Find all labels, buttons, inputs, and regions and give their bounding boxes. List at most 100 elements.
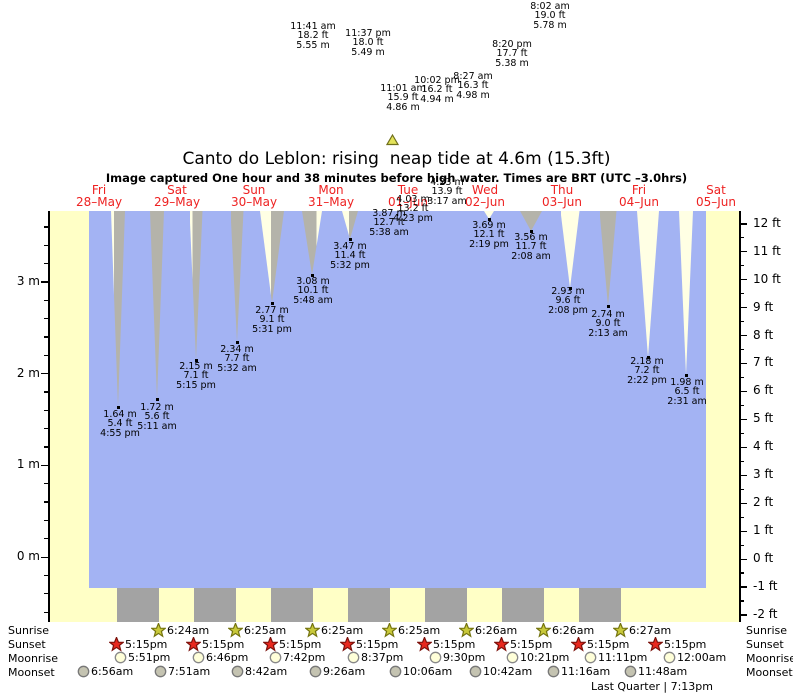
low-tide-annotation: 2.93 m 9.6 ft 2:08 pm (548, 286, 588, 316)
right-axis-label: 6 ft (753, 383, 774, 398)
moonrise-circle-icon (347, 651, 360, 664)
low-tide-annotation: 2.34 m 7.7 ft 5:32 am (217, 344, 257, 374)
moonset-circle-icon (469, 665, 482, 678)
left-axis-tick (44, 354, 48, 356)
moonset-circle-icon (309, 665, 322, 678)
moonrise-time: 10:21pm (520, 651, 570, 664)
left-axis-tick (44, 428, 48, 430)
sunset-star-icon (648, 637, 663, 652)
moonrise-circle-icon (269, 651, 282, 664)
sunset-entry: 5:15pm (263, 637, 321, 652)
left-axis-tick (44, 519, 48, 521)
left-axis-tick (44, 538, 48, 540)
moonrise-circle-icon (114, 651, 127, 664)
moonrise-time: 12:00am (677, 651, 727, 664)
low-tide-annotation: 3.08 m 10.1 ft 5:48 am (293, 276, 333, 306)
low-tide-annotation: 2.74 m 9.0 ft 2:13 am (588, 309, 628, 339)
moonset-time: 11:48am (638, 665, 688, 678)
low-tide-annotation: 4.23 m 13.9 ft 3:17 am (427, 177, 467, 207)
sunrise-entry: 6:25am (305, 623, 363, 638)
sunset-entry: 5:15pm (417, 637, 475, 652)
night-bar (117, 588, 159, 622)
moonset-circle-icon (624, 665, 637, 678)
sunrise-time: 6:26am (552, 624, 595, 637)
sunrise-time: 6:25am (398, 624, 441, 637)
low-tide-annotation: 3.56 m 11.7 ft 2:08 am (511, 232, 551, 262)
right-axis-label: 8 ft (753, 327, 774, 342)
night-bar (348, 588, 390, 622)
moonset-entry: 11:16am (547, 665, 610, 678)
right-axis-label: 2 ft (753, 495, 774, 510)
sunrise-entry: 6:26am (459, 623, 517, 638)
sunrise-star-icon (459, 623, 474, 638)
sunrise-time: 6:26am (475, 624, 518, 637)
low-tide-annotation: 1.64 m 5.4 ft 4:55 pm (100, 409, 140, 439)
high-tide-annotation: 8:20 pm 17.7 ft 5.38 m (492, 39, 532, 69)
moonset-circle-icon (231, 665, 244, 678)
sunrise-time: 6:24am (167, 624, 210, 637)
day-label: Fri 28–May (75, 183, 123, 209)
astro-row-label-left: Moonset (8, 666, 55, 679)
high-tide-annotation: 8:02 am 19.0 ft 5.78 m (530, 1, 570, 31)
moonrise-circle-icon (192, 651, 205, 664)
right-axis-tick (740, 223, 747, 225)
sunrise-entry: 6:25am (228, 623, 286, 638)
left-axis-tick (44, 299, 48, 301)
right-axis-tick (740, 460, 744, 462)
tide-point-marker (529, 229, 533, 233)
right-axis-label: 5 ft (753, 411, 774, 426)
moonset-entry: 6:56am (77, 665, 133, 678)
right-axis-tick (740, 279, 747, 281)
sunrise-time: 6:27am (629, 624, 672, 637)
sunrise-entry: 6:25am (382, 623, 440, 638)
right-axis-line (739, 211, 741, 622)
moonset-time: 7:51am (168, 665, 211, 678)
left-axis-tick (41, 373, 48, 375)
left-axis-tick (41, 464, 48, 466)
moonset-time: 6:56am (91, 665, 134, 678)
sunrise-star-icon (305, 623, 320, 638)
low-tide-annotation: 2.77 m 9.1 ft 5:31 pm (252, 305, 292, 335)
right-axis-tick (740, 349, 744, 351)
low-tide-wedge (484, 211, 494, 219)
right-axis-tick (740, 335, 747, 337)
day-label: Sat 05–Jun (695, 183, 737, 209)
sunrise-entry: 6:26am (536, 623, 594, 638)
tide-point-marker (116, 405, 120, 409)
astro-row-label-left: Moonrise (8, 652, 58, 665)
moonrise-circle-icon (506, 651, 519, 664)
astro-row-label-left: Sunset (8, 638, 46, 651)
right-axis-tick (740, 376, 744, 379)
high-tide-annotation: 8:27 am 16.3 ft 4.98 m (453, 71, 493, 101)
right-axis-tick (740, 586, 747, 588)
right-axis-tick (740, 418, 747, 421)
left-axis-label: 1 m (16, 457, 40, 472)
sunset-star-icon (417, 637, 432, 652)
chart-subtitle: Image captured One hour and 38 minutes b… (105, 171, 688, 185)
right-axis-tick (740, 446, 747, 448)
moonrise-time: 6:46pm (206, 651, 249, 664)
right-axis-tick (740, 614, 747, 616)
night-bar (194, 588, 236, 622)
right-axis-tick (740, 516, 744, 518)
sunset-star-icon (263, 637, 278, 652)
tide-point-marker (270, 301, 274, 305)
astro-row-label-right: Moonrise (746, 652, 793, 665)
sunset-entry: 5:15pm (571, 637, 629, 652)
sunrise-star-icon (228, 623, 243, 638)
left-axis-line (48, 211, 50, 622)
tide-point-marker (646, 355, 650, 359)
sunset-time: 5:15pm (664, 638, 707, 651)
left-axis-tick (44, 336, 48, 338)
astro-row-label-right: Moonset (746, 666, 793, 679)
left-axis-tick (44, 409, 48, 411)
right-axis-label: 1 ft (753, 523, 774, 538)
right-axis-tick (740, 558, 747, 560)
day-label: Sun 30–May (230, 183, 278, 209)
left-axis-tick (44, 244, 48, 246)
right-axis-label: 12 ft (753, 215, 781, 230)
right-axis-tick (740, 362, 747, 365)
night-bar (579, 588, 621, 622)
right-axis-tick (740, 474, 747, 476)
